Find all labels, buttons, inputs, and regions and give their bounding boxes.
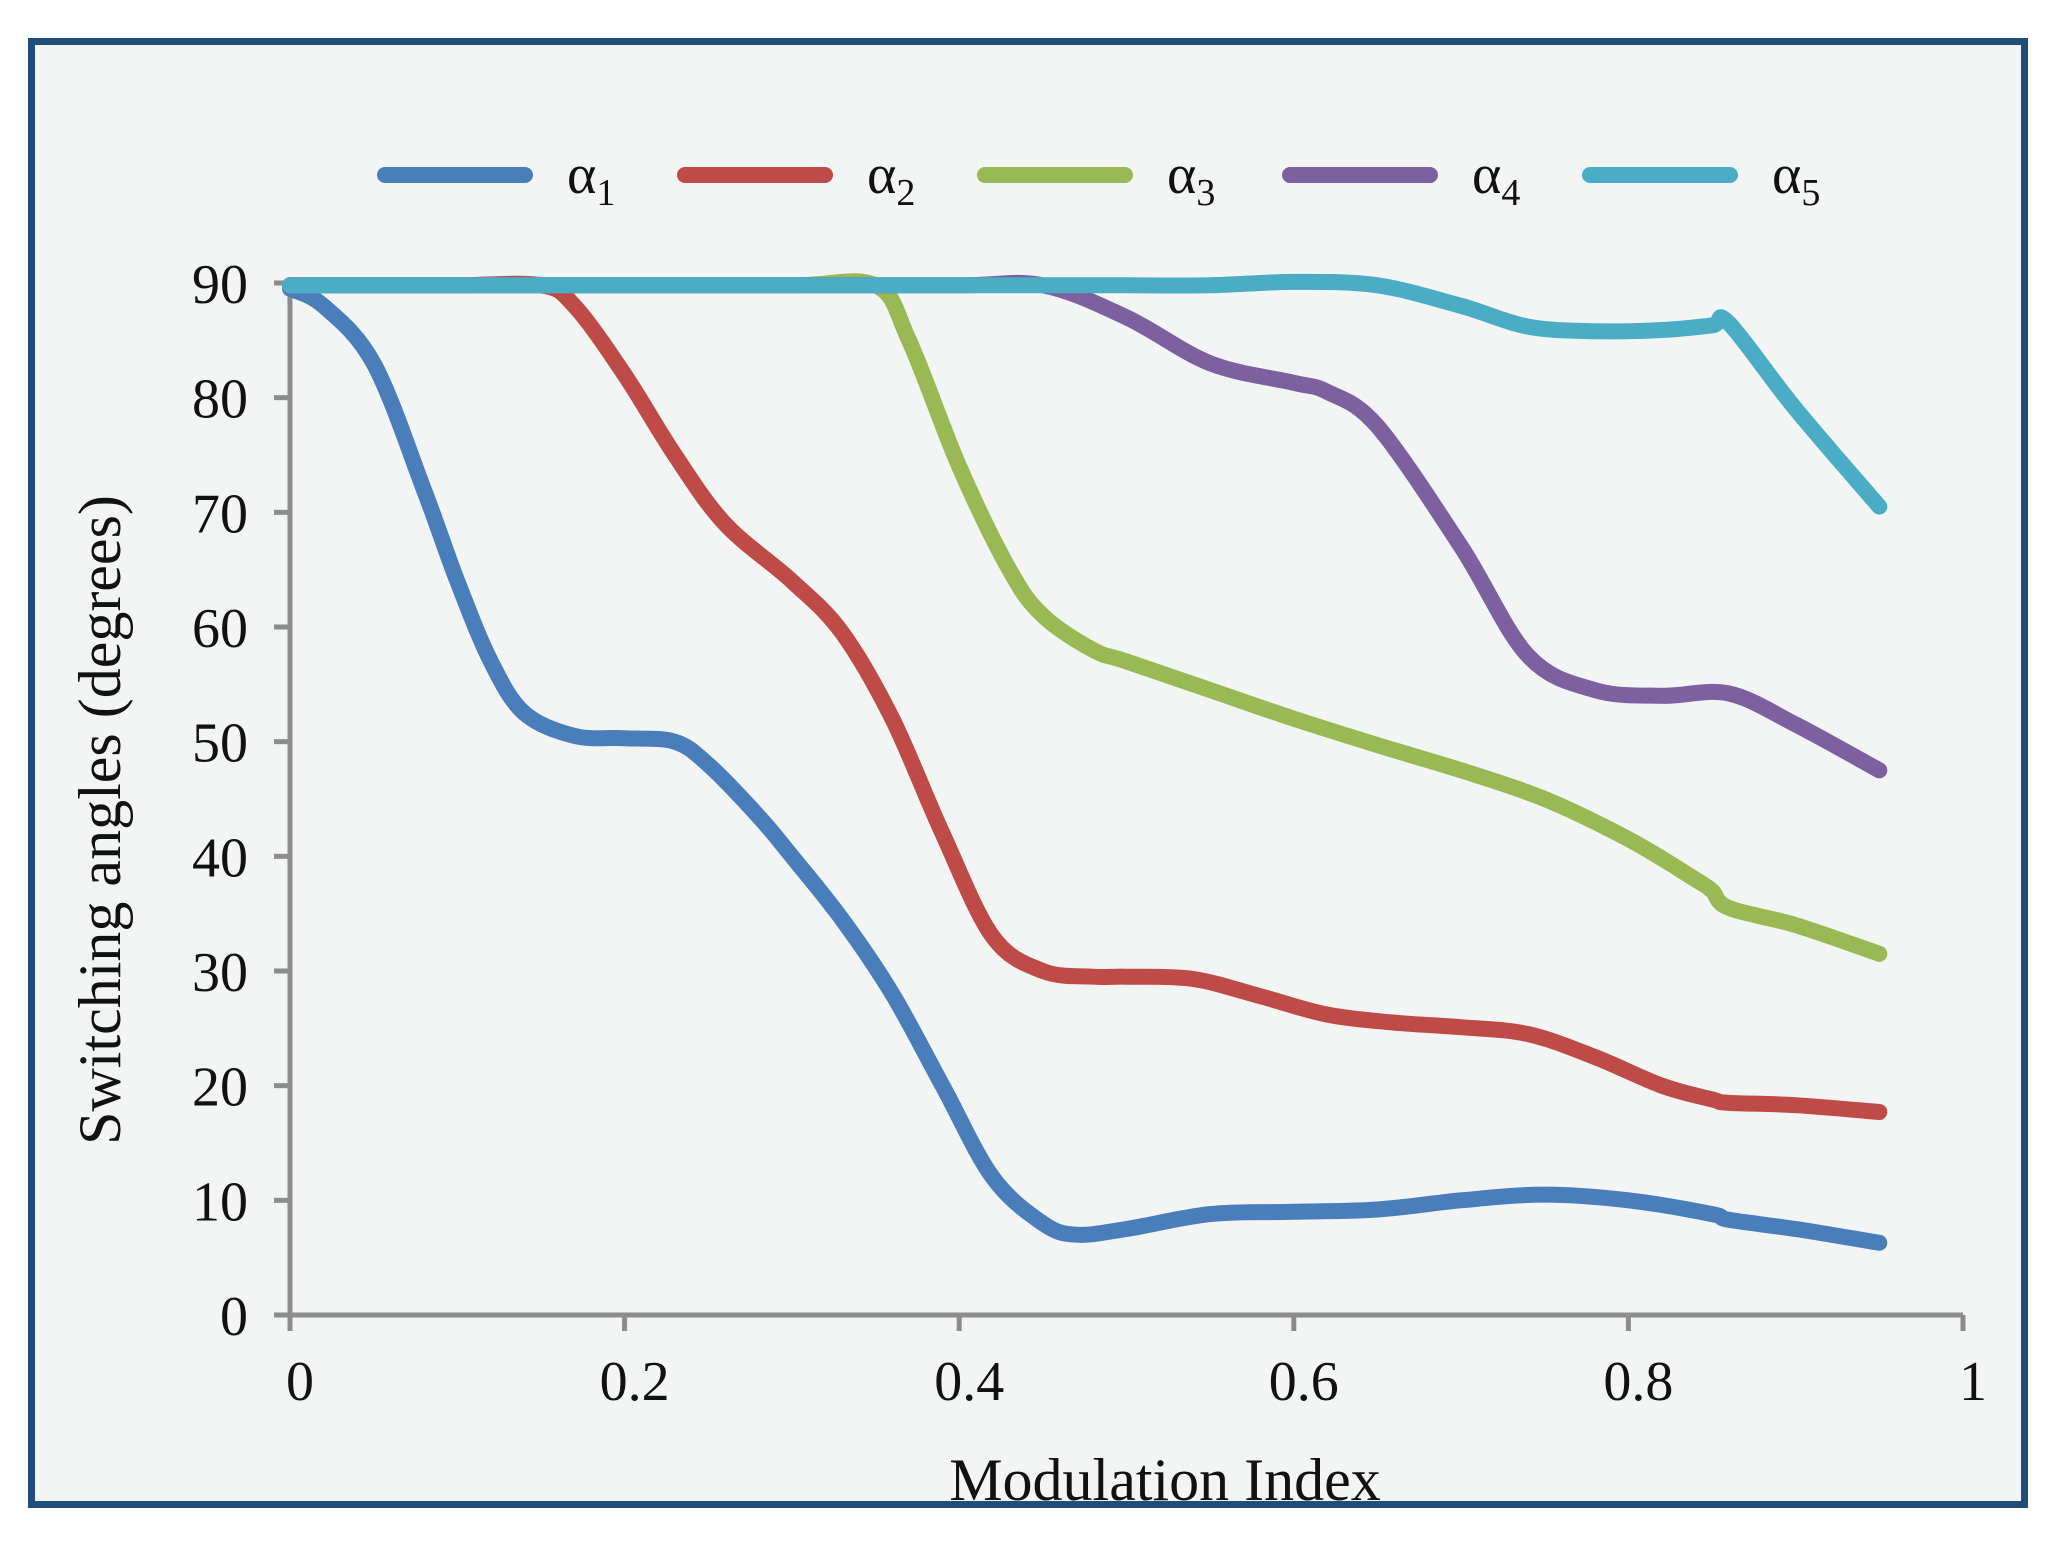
series-line-alpha5: [282, 273, 1888, 515]
ticks: 0 10 20 30 40 50 60 70 80 90 0 0.2 0.4 0.6 0.8 1: [192, 254, 1987, 1413]
legend-label-alpha3: α3: [1167, 144, 1215, 214]
y-tick-label: 70: [192, 483, 248, 545]
y-tick-label: 90: [192, 254, 248, 316]
x-tick-label: 0.4: [934, 1351, 1004, 1413]
axes: [287, 281, 1963, 1318]
x-tick-label: 0.2: [600, 1351, 670, 1413]
y-tick-label: 80: [192, 369, 248, 431]
series-line-alpha3: [282, 273, 1888, 962]
y-tick-label: 40: [192, 827, 248, 889]
y-tick-label: 20: [192, 1057, 248, 1119]
x-tick-label: 0.8: [1603, 1351, 1673, 1413]
series-group: [282, 273, 1888, 1251]
x-tick-label: 0: [286, 1351, 314, 1413]
legend: α1 α2 α3 α4 α5: [377, 144, 1820, 214]
x-tick-label: 0.6: [1269, 1351, 1339, 1413]
y-tick-label: 60: [192, 598, 248, 660]
legend-label-alpha2: α2: [867, 144, 915, 214]
series-line-alpha2: [282, 275, 1888, 1120]
x-axis-title: Modulation Index: [949, 1447, 1381, 1513]
x-tick-label: 1: [1959, 1351, 1987, 1413]
y-tick-label: 50: [192, 713, 248, 775]
legend-label-alpha4: α4: [1472, 144, 1520, 214]
y-axis-title: Switching angles (degrees): [67, 495, 133, 1145]
legend-label-alpha1: α1: [567, 144, 615, 214]
y-tick-label: 10: [192, 1171, 248, 1233]
y-tick-label: 30: [192, 942, 248, 1004]
series-line-alpha4: [282, 274, 1888, 779]
series-line-alpha1: [282, 280, 1888, 1251]
legend-label-alpha5: α5: [1772, 144, 1820, 214]
y-tick-label: 0: [220, 1286, 248, 1348]
